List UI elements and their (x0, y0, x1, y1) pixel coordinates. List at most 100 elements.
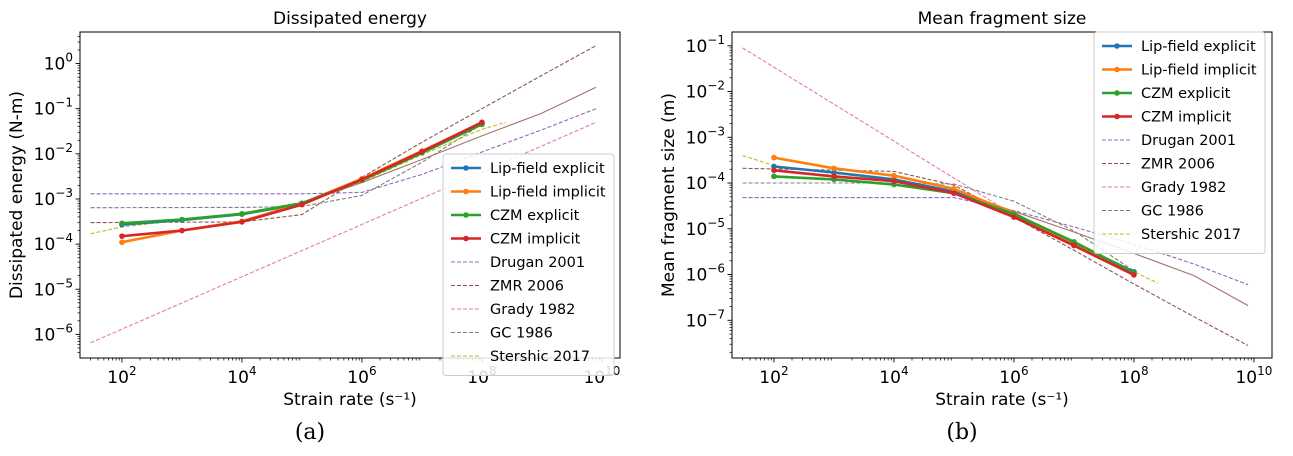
data-point-czm-explicit (239, 210, 245, 217)
y-tick-label: 10−6 (686, 262, 725, 286)
plot-frame (79, 31, 621, 359)
y-tick-label: 10−4 (686, 170, 725, 194)
data-point-czm-explicit (771, 173, 777, 180)
data-point-czm-implicit (831, 173, 837, 180)
legend-label-gc-1986: GC 1986 (1141, 204, 1204, 220)
x-tick-label: 102 (759, 364, 788, 388)
x-tick-label: 106 (999, 364, 1028, 388)
chart-title: Mean fragment size (918, 9, 1087, 29)
y-tick-label: 10−2 (686, 79, 725, 103)
legend-label-czm-implicit: CZM implicit (490, 232, 581, 248)
legend-label-drugan-2001: Drugan 2001 (490, 255, 585, 271)
data-point-czm-implicit (1131, 272, 1137, 278)
legend-marker-lip-field-implicit (1114, 66, 1120, 73)
series-line-lip-field-implicit (121, 121, 483, 244)
data-point-czm-implicit (419, 148, 425, 155)
series-line-zmr-2006 (90, 45, 597, 224)
legend-label-czm-explicit: CZM explicit (490, 208, 580, 224)
series-line-grady-1982 (742, 47, 1015, 216)
x-tick-label: 1010 (1235, 364, 1272, 388)
data-point-czm-implicit (239, 219, 245, 225)
legend-label-zmr-2006: ZMR 2006 (1141, 157, 1215, 173)
legend-marker-czm-explicit (463, 212, 469, 218)
y-tick-label: 10−2 (34, 141, 73, 165)
data-point-lip-field-implicit (831, 165, 837, 172)
y-tick-label: 10−1 (686, 33, 725, 57)
x-tick-label: 106 (347, 364, 376, 388)
x-tick-label: 102 (107, 364, 136, 388)
data-point-czm-implicit (359, 176, 365, 183)
data-point-lip-field-implicit (951, 185, 957, 192)
panel-dissipated-energy: Dissipated energy102104106108101010−610−… (7, 9, 621, 410)
legend-box (442, 153, 615, 376)
legend-label-lip-field-implicit: Lip-field implicit (490, 185, 606, 201)
series-line-lip-field-explicit (121, 122, 483, 226)
series-line-zmr-2006 (742, 167, 1249, 347)
data-point-czm-implicit (479, 119, 485, 126)
legend-marker-lip-field-explicit (463, 165, 469, 171)
data-point-czm-implicit (951, 190, 957, 196)
legend-label-czm-explicit: CZM explicit (1141, 86, 1231, 102)
y-tick-label: 100 (44, 51, 73, 75)
data-point-lip-field-explicit (831, 169, 837, 176)
data-point-lip-field-implicit (119, 239, 125, 246)
series-line-drugan-2001 (742, 197, 1249, 286)
legend-label-stershic-2017: Stershic 2017 (490, 349, 590, 365)
legend-marker-czm-implicit (463, 235, 469, 242)
data-point-czm-implicit (771, 167, 777, 174)
data-point-czm-implicit (1011, 214, 1017, 220)
caption-b: (b) (946, 420, 978, 445)
data-point-lip-field-implicit (891, 172, 897, 179)
data-point-czm-implicit (119, 233, 125, 239)
y-tick-label: 10−5 (34, 276, 73, 300)
series-line-czm-explicit (121, 123, 483, 225)
legend-marker-czm-explicit (1114, 90, 1120, 96)
legend-box (1093, 31, 1266, 254)
y-tick-label: 10−6 (34, 321, 73, 345)
x-tick-label: 104 (879, 364, 908, 388)
series-line-lip-field-explicit (773, 165, 1135, 273)
legend: Lip-field explicit Lip-field implicit CZM … (1093, 31, 1266, 254)
legend-label-lip-field-explicit: Lip-field explicit (1141, 39, 1256, 55)
data-point-czm-implicit (891, 178, 897, 184)
y-tick-label: 10−3 (34, 186, 73, 210)
legend-label-gc-1986: GC 1986 (490, 326, 553, 342)
data-point-lip-field-implicit (771, 154, 777, 161)
series-line-gc-1986 (90, 123, 483, 209)
legend-label-grady-1982: Grady 1982 (490, 302, 575, 318)
chart-title: Dissipated energy (273, 9, 427, 29)
legend-label-czm-implicit: CZM implicit (1141, 110, 1232, 126)
y-tick-label: 10−4 (34, 231, 73, 255)
y-tick-label: 10−1 (34, 96, 73, 120)
data-point-czm-explicit (119, 220, 125, 227)
legend-label-lip-field-explicit: Lip-field explicit (490, 161, 605, 177)
y-tick-label: 10−5 (686, 216, 725, 240)
data-point-czm-implicit (1071, 242, 1077, 249)
legend-marker-czm-implicit (1114, 113, 1120, 120)
panel-mean-fragment-size: Mean fragment size 102 104 106 108 1010 10−7 10… (659, 9, 1273, 410)
series-line-drugan-2001 (90, 108, 597, 195)
caption-a: (a) (294, 420, 326, 445)
legend-marker-lip-field-implicit (463, 188, 469, 195)
legend-label-stershic-2017: Stershic 2017 (1141, 227, 1241, 243)
y-axis-label: Mean fragment size (m) (659, 93, 679, 297)
data-point-czm-explicit (179, 216, 185, 223)
legend-label-grady-1982: Grady 1982 (1141, 180, 1226, 196)
data-point-czm-implicit (179, 227, 185, 234)
y-tick-label: 10−3 (686, 124, 725, 148)
plot-frame (731, 31, 1273, 359)
legend-label-lip-field-implicit: Lip-field implicit (1141, 63, 1257, 79)
legend-label-drugan-2001: Drugan 2001 (1141, 133, 1236, 149)
x-axis-label: Strain rate (s⁻¹) (935, 390, 1069, 410)
legend: Lip-field explicit Lip-field implicit CZM … (442, 153, 615, 376)
y-axis-label: Dissipated energy (N-m) (7, 91, 27, 299)
data-point-czm-implicit (299, 201, 305, 208)
series-line-unlabeled (301, 86, 597, 204)
x-tick-label: 108 (1119, 364, 1148, 388)
legend-marker-lip-field-explicit (1114, 43, 1120, 49)
x-tick-label: 104 (227, 364, 256, 388)
y-tick-label: 10−7 (686, 307, 725, 331)
legend-label-zmr-2006: ZMR 2006 (490, 279, 564, 295)
x-axis-label: Strain rate (s⁻¹) (283, 390, 417, 410)
